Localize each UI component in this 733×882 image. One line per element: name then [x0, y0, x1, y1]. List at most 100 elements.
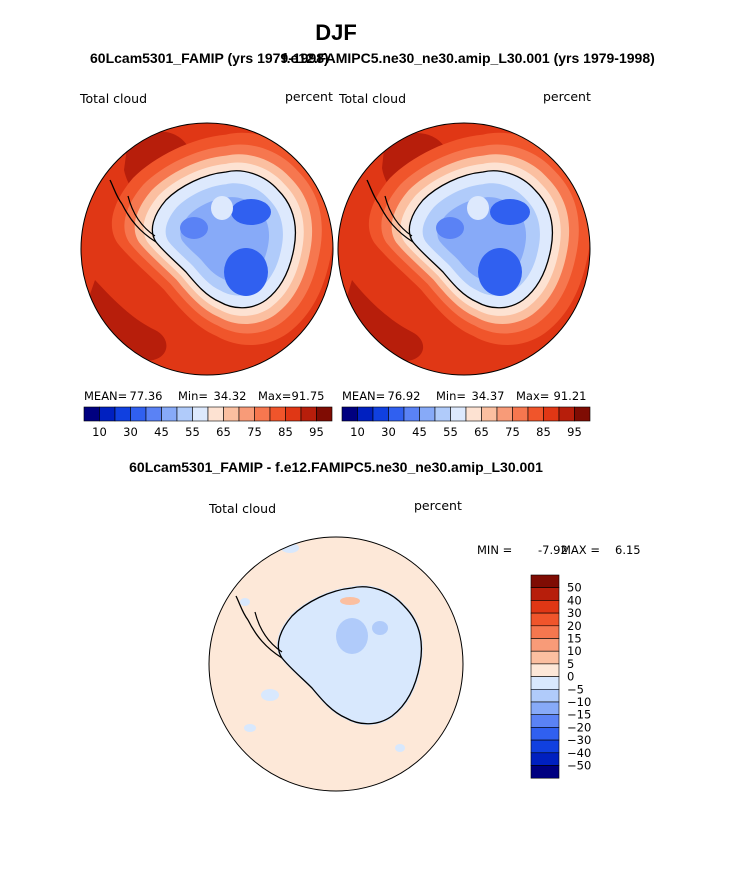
colorbar-swatch — [465, 406, 482, 422]
diff-units-label: percent — [414, 498, 462, 513]
diff-variable-label: Total cloud — [208, 501, 276, 516]
colorbar-tick-label: −30 — [567, 733, 591, 747]
colorbar-swatch — [530, 587, 560, 601]
panel-1-units-label: percent — [285, 89, 333, 104]
colorbar-swatch — [543, 406, 560, 422]
min-value: 34.37 — [472, 389, 505, 403]
colorbar-swatch — [496, 406, 513, 422]
panel-model-1: 60Lcam5301_FAMIP (yrs 1979-1998) Total c… — [79, 50, 334, 439]
colorbar-tick-label: 40 — [567, 593, 582, 607]
map-low-cloud-2 — [224, 248, 268, 296]
colorbar-tick-label: 55 — [185, 425, 200, 439]
colorbar-swatch — [558, 406, 575, 422]
colorbar-swatch — [372, 406, 389, 422]
colorbar-tick-label: 5 — [567, 657, 574, 671]
map-dark-patch-2 — [346, 280, 424, 361]
colorbar-swatch — [403, 406, 420, 422]
colorbar-swatch — [161, 406, 178, 422]
colorbar-swatch — [527, 406, 544, 422]
colorbar-tick-label: 30 — [381, 425, 396, 439]
colorbar-swatch — [481, 406, 498, 422]
colorbar-swatch — [176, 406, 193, 422]
colorbar-tick-label: 45 — [154, 425, 169, 439]
colorbar-swatch — [130, 406, 147, 422]
panel-1-stats: MEAN= 77.36 Min= 34.32 Max= 91.75 — [84, 389, 324, 403]
panel-1-variable-label: Total cloud — [79, 91, 147, 106]
peninsula-line — [384, 195, 413, 237]
colorbar-tick-label: 85 — [536, 425, 551, 439]
map-high-cloud — [467, 196, 489, 220]
colorbar-swatch — [99, 406, 116, 422]
colorbar-tick-label: 75 — [505, 425, 520, 439]
colorbar-tick-label: 20 — [567, 619, 582, 633]
colorbar-swatch — [192, 406, 209, 422]
map-border — [208, 536, 464, 792]
colorbar-tick-label: 0 — [567, 670, 574, 684]
colorbar-tick-label: −50 — [567, 759, 591, 773]
map-low-cloud-1 — [231, 199, 271, 225]
colorbar-swatch — [145, 406, 162, 422]
colorbar-swatch — [269, 406, 286, 422]
min-label: Min= — [436, 389, 466, 403]
diff-speck-3 — [261, 689, 279, 701]
diff-max-label: MAX = — [561, 543, 600, 557]
panel-1-map — [81, 123, 333, 375]
colorbar-swatch — [530, 765, 560, 779]
colorbar-swatch — [83, 406, 100, 422]
max-label: Max= — [258, 389, 291, 403]
mean-value: 76.92 — [388, 389, 421, 403]
colorbar-swatch — [530, 676, 560, 690]
colorbar-tick-label: 75 — [247, 425, 262, 439]
colorbar-swatch — [530, 600, 560, 614]
diff-negative-patch-1 — [336, 618, 368, 654]
map-low-cloud-1 — [490, 199, 530, 225]
colorbar-tick-label: 10 — [350, 425, 365, 439]
diff-min-label: MIN = — [477, 543, 512, 557]
diff-positive-patch — [340, 597, 360, 605]
map-dark-patch-2 — [88, 280, 167, 361]
map-high-cloud — [211, 196, 233, 220]
colorbar-swatch — [434, 406, 451, 422]
colorbar-swatch — [530, 727, 560, 741]
max-value: 91.21 — [554, 389, 587, 403]
diff-title: 60Lcam5301_FAMIP - f.e12.FAMIPC5.ne30_ne… — [129, 459, 543, 475]
colorbar-swatch — [530, 625, 560, 639]
colorbar-swatch — [207, 406, 224, 422]
coastline — [366, 170, 554, 309]
colorbar-swatch — [114, 406, 131, 422]
diff-negative-patch-2 — [372, 621, 388, 635]
max-value: 91.75 — [292, 389, 325, 403]
colorbar-tick-label: 45 — [412, 425, 427, 439]
colorbar-swatch — [238, 406, 255, 422]
colorbar-swatch — [316, 406, 333, 422]
map-low-cloud-2 — [478, 248, 522, 296]
season-title: DJF — [315, 20, 357, 45]
colorbar-swatch — [530, 638, 560, 652]
colorbar-swatch — [530, 650, 560, 665]
coastline — [109, 170, 297, 309]
peninsula-line — [254, 611, 283, 653]
colorbar-tick-label: 95 — [309, 425, 324, 439]
colorbar-swatch — [530, 714, 560, 728]
colorbar-swatch — [530, 701, 560, 715]
colorbar-1: 10 30 45 55 65 75 85 95 — [83, 406, 333, 439]
colorbar-swatch — [530, 612, 560, 627]
colorbar-tick-label: 10 — [92, 425, 107, 439]
colorbar-swatch — [388, 406, 405, 422]
colorbar-tick-label: 65 — [474, 425, 489, 439]
map-border — [337, 122, 591, 376]
colorbar-swatch — [512, 406, 529, 422]
diff-min-value: -7.92 — [538, 543, 568, 557]
colorbar-swatch — [530, 688, 560, 703]
panel-2-stats: MEAN= 76.92 Min= 34.37 Max= 91.21 — [342, 389, 586, 403]
colorbar-swatch — [450, 406, 467, 422]
colorbar-swatch — [530, 574, 560, 588]
colorbar-tick-label: 30 — [123, 425, 138, 439]
colorbar-swatch — [419, 406, 436, 422]
map-low-cloud-3 — [180, 217, 208, 239]
colorbar-swatch — [530, 739, 560, 754]
map-low-cloud-3 — [436, 217, 464, 239]
diff-stats: MIN = -7.92 MAX = 6.15 — [477, 543, 641, 557]
colorbar-tick-label: −15 — [567, 708, 591, 722]
